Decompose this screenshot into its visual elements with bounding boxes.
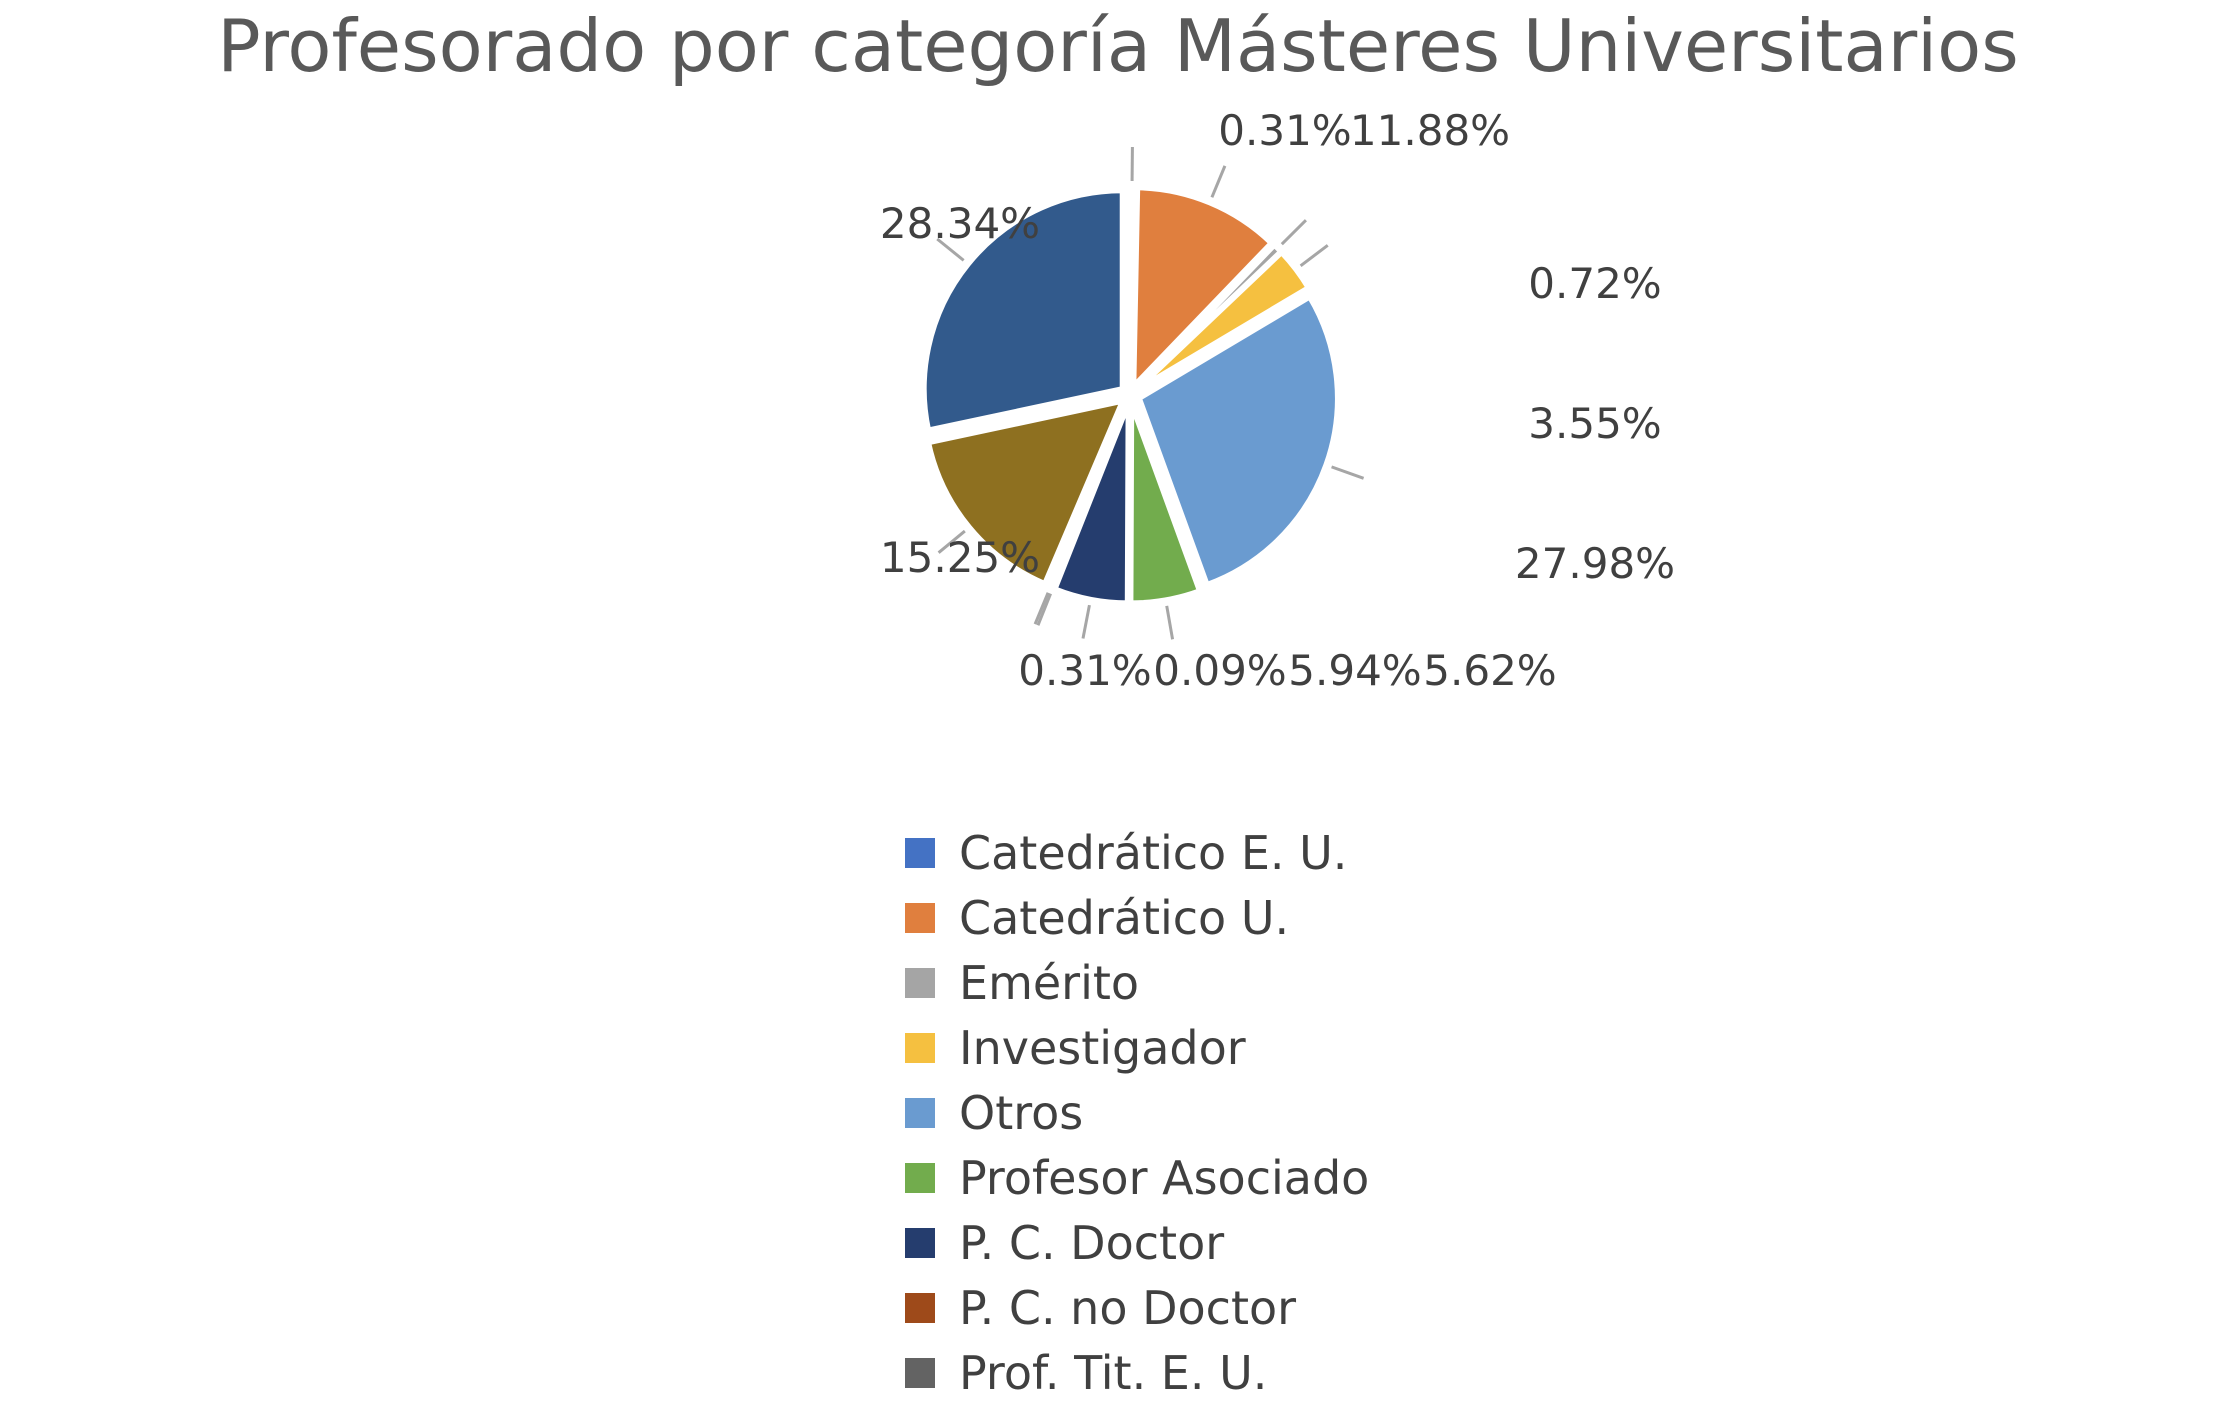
legend-label: Profesor Asociado (959, 1150, 1370, 1205)
pie-slice (1136, 293, 1340, 588)
legend-item: Catedrático U. (905, 885, 1369, 950)
leader-lines (936, 146, 1365, 640)
legend-label: Investigador (959, 1020, 1246, 1075)
legend-swatch (905, 1032, 935, 1063)
data-label: 28.34% (880, 199, 1040, 248)
legend-label: Catedrático E. U. (959, 825, 1348, 880)
legend-swatch (905, 1097, 935, 1128)
leader-line (1331, 465, 1365, 480)
leader-line (937, 529, 966, 554)
legend-label: Emérito (959, 955, 1140, 1010)
legend: Catedrático E. U. Catedrático U. Emérito In… (905, 820, 1369, 1405)
leader-line (1081, 604, 1091, 639)
legend-label: P. C. Doctor (959, 1215, 1225, 1270)
data-labels: 0.31%11.88%0.72%3.55%27.98%5.62%5.94%0.0… (880, 106, 1675, 695)
legend-label: Otros (959, 1085, 1084, 1140)
legend-item: Profesor Asociado (905, 1145, 1369, 1210)
legend-swatch (905, 1292, 935, 1323)
legend-item: Emérito (905, 950, 1369, 1015)
pie-slice (1127, 184, 1137, 386)
data-label: 3.55% (1528, 399, 1661, 448)
legend-item: Prof. Tit. E. U. (905, 1340, 1369, 1405)
legend-swatch (905, 967, 935, 998)
leader-line (1280, 219, 1307, 246)
legend-swatch (905, 1227, 935, 1258)
legend-item: P. C. no Doctor (905, 1275, 1369, 1340)
pie-slice (1131, 185, 1275, 393)
data-label: 5.62% (1423, 646, 1556, 695)
leader-line (1036, 593, 1052, 626)
legend-item: Catedrático E. U. (905, 820, 1369, 885)
pie-slice (921, 188, 1125, 433)
data-label: 27.98% (1515, 539, 1675, 588)
leader-line (1033, 592, 1050, 625)
data-label: 11.88% (1350, 106, 1510, 155)
pie-slice (925, 397, 1127, 587)
leader-line (1210, 165, 1227, 198)
legend-item: Investigador (905, 1015, 1369, 1080)
legend-swatch (905, 1162, 935, 1193)
data-label: 0.09% (1153, 646, 1286, 695)
data-label: 5.94% (1288, 646, 1421, 695)
leader-line (1165, 605, 1175, 640)
legend-label: P. C. no Doctor (959, 1280, 1297, 1335)
legend-swatch (905, 902, 935, 933)
legend-label: Catedrático U. (959, 890, 1290, 945)
pie-chart: 0.31%11.88%0.72%3.55%27.98%5.62%5.94%0.0… (880, 106, 1675, 695)
data-label: 0.72% (1528, 259, 1661, 308)
pie-slice (1136, 249, 1312, 392)
legend-item: P. C. Doctor (905, 1210, 1369, 1275)
legend-item: Otros (905, 1080, 1369, 1145)
chart-title: Profesorado por categoría Másteres Unive… (217, 4, 2019, 88)
pie-slice (1045, 403, 1129, 592)
leader-line (1299, 244, 1329, 268)
legend-swatch (905, 837, 935, 868)
data-label: 0.31% (1218, 106, 1351, 155)
data-label: 0.31% (1018, 646, 1151, 695)
pie-slice (1128, 403, 1203, 606)
pie-slices (921, 184, 1340, 606)
legend-swatch (905, 1357, 935, 1388)
data-label: 15.25% (880, 533, 1040, 582)
leader-line (936, 237, 965, 262)
legend-label: Prof. Tit. E. U. (959, 1345, 1268, 1400)
